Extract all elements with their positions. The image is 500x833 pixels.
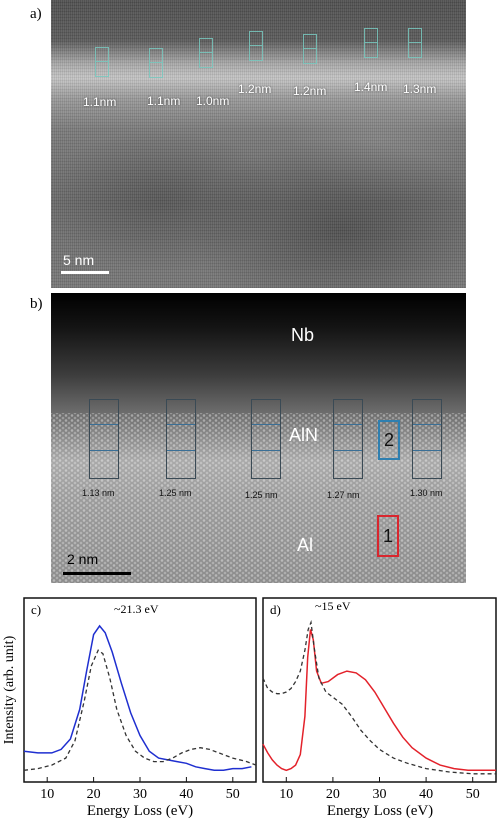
x-tick-label: 10 xyxy=(40,787,54,802)
measurement-label: 1.27 nm xyxy=(327,490,360,500)
thickness-label: 1.2nm xyxy=(238,82,272,96)
measurement-box xyxy=(251,399,281,479)
x-tick-label: 20 xyxy=(326,787,340,802)
x-tick-label: 50 xyxy=(226,787,240,802)
x-ticks: 10 20 30 40 50 xyxy=(279,777,480,802)
thickness-marker-box xyxy=(364,28,378,58)
panel-b-haadf-image: Nb AlN Al 1.13 nm 1.25 nm 1.25 nm 1.27 n… xyxy=(51,293,466,583)
measured-spectrum-line xyxy=(262,629,496,772)
x-axis-label: Energy Loss (eV) xyxy=(87,803,193,819)
eels-plots: 10 20 30 40 50 c) ~21.3 eV Energy Loss (eV) … xyxy=(2,597,497,819)
scale-bar-label: 2 nm xyxy=(67,551,99,567)
peak-annotation: ~15 eV xyxy=(315,599,351,613)
series-group xyxy=(262,619,496,775)
thickness-label: 1.0nm xyxy=(196,94,230,108)
measurement-label: 1.25 nm xyxy=(159,488,192,498)
y-axis-label: Intensity (arb. unit) xyxy=(2,635,17,744)
panel-a-label: a) xyxy=(30,6,42,22)
region-1-box: 1 xyxy=(377,515,399,557)
plot-frame xyxy=(262,597,497,783)
thickness-label: 1.2nm xyxy=(293,84,327,98)
plot-d: 10 20 30 40 50 d) ~15 eV Energy Loss (eV) xyxy=(262,597,497,819)
thickness-marker-box xyxy=(303,34,317,64)
layer-label-al: Al xyxy=(297,535,314,555)
region-2-box: 2 xyxy=(378,420,400,460)
thickness-marker-box xyxy=(408,28,422,58)
x-tick-label: 40 xyxy=(419,787,433,802)
panel-b-label: b) xyxy=(30,296,43,312)
thickness-marker-box xyxy=(199,38,213,68)
x-tick-label: 10 xyxy=(279,787,293,802)
measurement-label: 1.25 nm xyxy=(245,490,278,500)
scale-bar xyxy=(61,271,109,274)
panel-c-label: c) xyxy=(31,602,41,617)
thickness-label: 1.3nm xyxy=(403,82,437,96)
measurement-box xyxy=(412,399,442,479)
panel-d-label: d) xyxy=(270,602,281,617)
scale-bar-label: 5 nm xyxy=(63,252,95,268)
x-tick-label: 50 xyxy=(466,787,480,802)
layer-label-aln: AlN xyxy=(289,425,319,445)
measurement-label: 1.30 nm xyxy=(410,488,443,498)
atomic-lattice-texture xyxy=(51,413,466,583)
series-group xyxy=(23,624,257,772)
measurement-label: 1.13 nm xyxy=(82,488,115,498)
x-axis-label: Energy Loss (eV) xyxy=(327,803,433,819)
scale-bar xyxy=(63,572,131,575)
thickness-marker-box xyxy=(249,31,263,61)
layer-label-nb: Nb xyxy=(291,325,315,345)
x-tick-label: 20 xyxy=(87,787,101,802)
reference-spectrum-line xyxy=(23,649,257,771)
plot-c: 10 20 30 40 50 c) ~21.3 eV Energy Loss (eV) … xyxy=(2,597,257,819)
thickness-label: 1.4nm xyxy=(354,80,388,94)
thickness-label: 1.1nm xyxy=(83,95,117,109)
panel-a-tem-image: 1.1nm 1.1nm 1.0nm 1.2nm 1.2nm 1.4nm 1.3n… xyxy=(51,0,466,288)
measurement-box xyxy=(89,399,119,479)
measured-spectrum-line xyxy=(23,624,252,772)
x-tick-label: 30 xyxy=(373,787,387,802)
thickness-marker-box xyxy=(149,48,163,78)
peak-annotation: ~21.3 eV xyxy=(114,602,159,616)
measurement-box xyxy=(333,399,363,479)
reference-spectrum-line xyxy=(262,619,496,775)
x-tick-label: 30 xyxy=(133,787,147,802)
x-ticks: 10 20 30 40 50 xyxy=(40,777,240,802)
image-grain-texture xyxy=(51,0,466,288)
measurement-box xyxy=(166,399,196,479)
thickness-marker-box xyxy=(95,47,109,77)
x-tick-label: 40 xyxy=(179,787,193,802)
thickness-label: 1.1nm xyxy=(147,94,181,108)
